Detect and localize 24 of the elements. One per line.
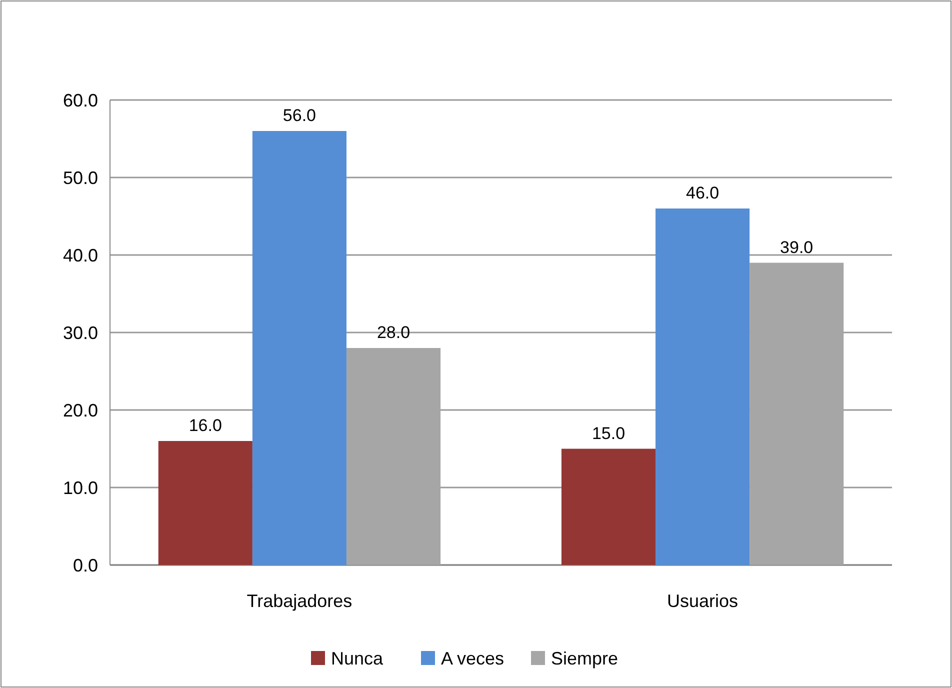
- y-tick-label: 50.0: [62, 168, 98, 188]
- legend-label: Siempre: [551, 648, 618, 668]
- bar: [656, 208, 750, 565]
- y-tick-label: 30.0: [62, 322, 98, 343]
- x-tick-label: Usuarios: [667, 591, 738, 611]
- data-label: 15.0: [592, 424, 626, 443]
- data-label: 56.0: [282, 106, 316, 125]
- bar: [750, 262, 844, 565]
- data-label: 39.0: [780, 238, 814, 257]
- bar: [158, 441, 252, 565]
- legend-label: Nunca: [331, 648, 384, 668]
- y-tick-label: 0.0: [72, 555, 98, 576]
- y-tick-label: 40.0: [62, 245, 98, 266]
- y-tick-label: 10.0: [62, 478, 98, 498]
- y-tick-label: 20.0: [62, 400, 98, 420]
- bar: [346, 348, 441, 565]
- x-tick-label: Trabajadores: [246, 591, 352, 611]
- data-label: 28.0: [376, 323, 410, 342]
- legend-label: A veces: [441, 648, 504, 668]
- bar: [561, 448, 656, 565]
- y-tick-label: 60.0: [62, 90, 98, 110]
- data-label: 16.0: [188, 416, 222, 435]
- data-label: 46.0: [686, 184, 720, 202]
- bar: [252, 131, 346, 565]
